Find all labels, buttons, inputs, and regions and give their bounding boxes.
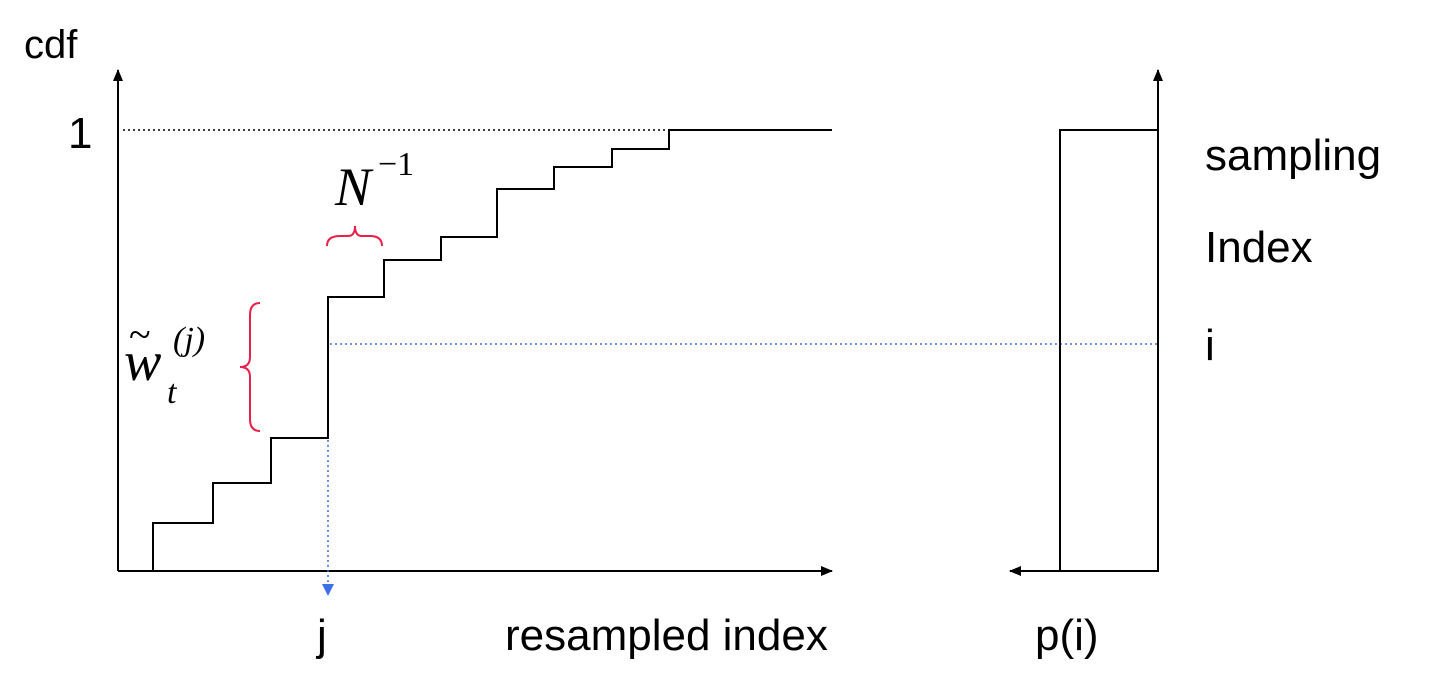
resampled-index-label: resampled index <box>505 611 828 660</box>
weight-brace <box>239 302 261 432</box>
weight-base: w <box>124 331 161 393</box>
n-inverse-base: N <box>334 157 374 217</box>
j-label: j <box>315 611 327 660</box>
sampling-label: sampling <box>1205 131 1381 180</box>
y-one-label: 1 <box>68 109 92 158</box>
n-inverse-exponent: −1 <box>378 146 414 183</box>
i-label: i <box>1205 321 1215 370</box>
weight-tilde: ~ <box>129 312 151 357</box>
p-of-i-label: p(i) <box>1035 611 1099 660</box>
weight-superscript: (j) <box>173 321 205 358</box>
n-inverse-brace <box>326 225 383 247</box>
cdf-axis-label: cdf <box>24 23 78 67</box>
cdf-staircase <box>152 129 832 571</box>
index-label: Index <box>1205 223 1313 272</box>
weight-subscript: t <box>167 374 178 411</box>
uniform-box <box>1059 129 1159 572</box>
